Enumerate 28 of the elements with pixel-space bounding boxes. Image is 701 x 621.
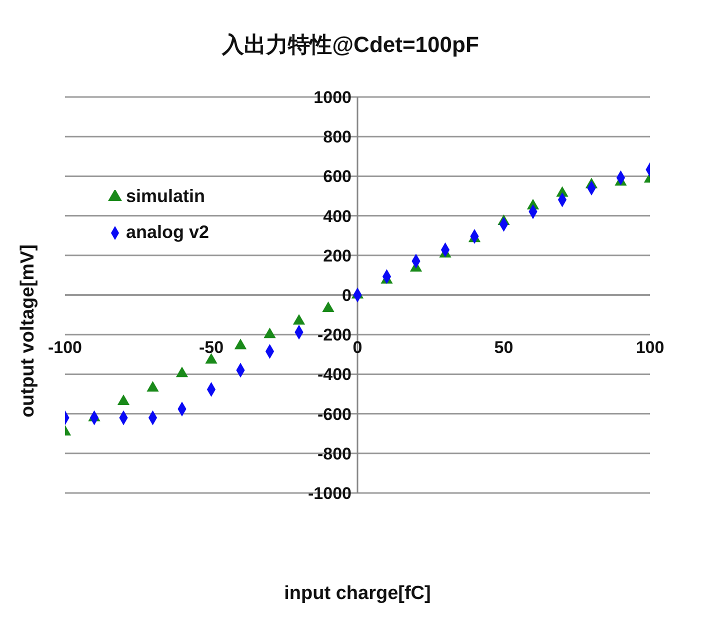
- x-tick-label: 100: [636, 338, 664, 357]
- x-tick-label: -50: [198, 338, 224, 357]
- y-tick-label: -400: [317, 365, 352, 384]
- point: [322, 301, 334, 312]
- point: [264, 328, 276, 338]
- point: [117, 394, 130, 406]
- y-tick-label: 800: [323, 128, 352, 147]
- x-tick-label: 50: [494, 338, 514, 357]
- y-tick-label: -800: [317, 444, 352, 464]
- chart-title: 入出力特性@Cdet=100pF: [220, 31, 480, 59]
- x-axis-title: input charge[fC]: [283, 583, 432, 605]
- point: [205, 353, 218, 364]
- y-axis-title: output voltage[mV]: [18, 244, 40, 418]
- legend-label: simulatin: [126, 186, 206, 206]
- point: [176, 366, 188, 378]
- y-tick-label: -1000: [308, 484, 352, 503]
- y-tick-label: -200: [317, 326, 352, 345]
- y-tick-label: -600: [317, 404, 352, 424]
- x-tick-label: -100: [48, 338, 82, 357]
- point: [234, 338, 247, 350]
- y-tick-label: 1000: [314, 88, 352, 107]
- point: [292, 314, 306, 325]
- y-tick-label: 0: [342, 286, 352, 305]
- y-tick-label: 200: [323, 246, 352, 266]
- y-tick-label: 400: [323, 206, 352, 226]
- y-tick-label: 600: [323, 167, 352, 186]
- legend-label: analog v2: [126, 222, 210, 242]
- point: [146, 381, 159, 392]
